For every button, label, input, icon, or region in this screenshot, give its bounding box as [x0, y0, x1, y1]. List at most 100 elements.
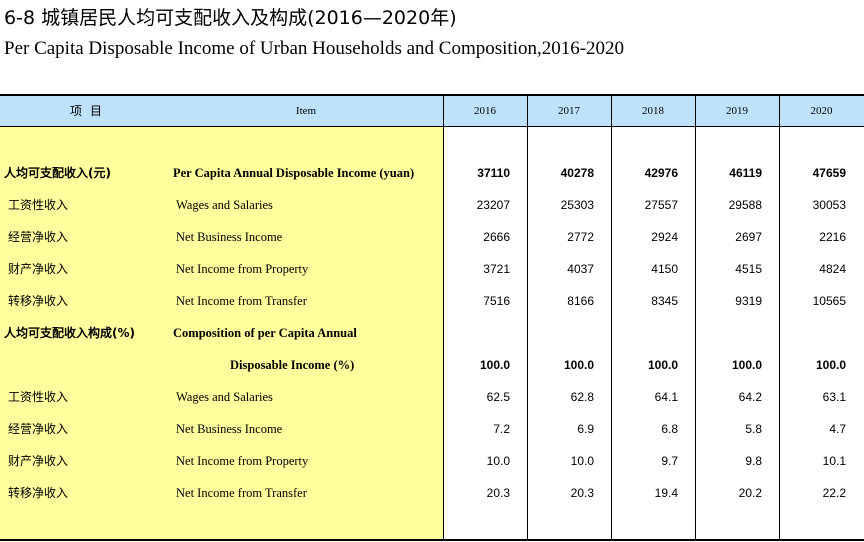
table-cell: 19.4 [654, 486, 678, 500]
row-label-chinese: 人均可支配收入(元) [4, 166, 111, 180]
row-label-english: Wages and Salaries [176, 198, 273, 212]
table-cell: 7516 [483, 294, 510, 308]
table-cell: 8166 [567, 294, 594, 308]
table-row-transfer-income: 转移净收入 Net Income from Transfer 7516 8166… [0, 285, 864, 317]
table-cell: 4150 [651, 262, 678, 276]
table-cell: 46119 [729, 166, 762, 180]
table-cell: 64.1 [654, 390, 678, 404]
row-label-chinese: 人均可支配收入构成(%) [4, 326, 135, 340]
table-row-disposable-income: 人均可支配收入(元) Per Capita Annual Disposable … [0, 157, 864, 189]
row-label-english: Net Income from Property [176, 262, 309, 276]
row-label-english: Net Business Income [176, 230, 283, 244]
row-label-english: Net Business Income [176, 422, 283, 436]
row-label-english: Per Capita Annual Disposable Income (yua… [173, 166, 415, 180]
table-title-chinese: 6-8 城镇居民人均可支配收入及构成(2016—2020年) [4, 7, 457, 29]
row-label-chinese: 转移净收入 [8, 294, 69, 308]
row-label-english: Wages and Salaries [176, 390, 273, 404]
table-cell: 27557 [644, 198, 678, 212]
table-row-property-share: 财产净收入 Net Income from Property 10.0 10.0… [0, 445, 864, 477]
table-cell: 10.0 [570, 454, 594, 468]
table-cell: 23207 [476, 198, 510, 212]
table-row-composition-heading: 人均可支配收入构成(%) Composition of per Capita A… [0, 317, 864, 349]
table-cell: 100.0 [731, 358, 762, 372]
column-divider [443, 96, 444, 539]
table-row-business-share: 经营净收入 Net Business Income 7.2 6.9 6.8 5.… [0, 413, 864, 445]
row-label-chinese: 工资性收入 [8, 390, 69, 404]
table-cell: 62.8 [570, 390, 594, 404]
column-divider [779, 96, 780, 539]
table-cell: 64.2 [738, 390, 762, 404]
table-top-rule [0, 94, 864, 96]
row-label-english: Disposable Income (%) [230, 358, 355, 372]
table-cell: 8345 [651, 294, 678, 308]
table-cell: 20.3 [486, 486, 510, 500]
header-year-2020: 2020 [810, 105, 833, 117]
table-cell: 6.9 [577, 422, 594, 436]
table-cell: 42976 [644, 166, 678, 180]
table-cell: 4.7 [829, 422, 846, 436]
row-label-chinese: 经营净收入 [8, 422, 69, 436]
table-cell: 22.2 [822, 486, 846, 500]
header-year-2019: 2019 [726, 105, 748, 117]
table-cell: 29588 [728, 198, 762, 212]
row-label-english: Net Income from Transfer [176, 294, 307, 308]
table-row-property-income: 财产净收入 Net Income from Property 3721 4037… [0, 253, 864, 285]
row-label-chinese: 工资性收入 [8, 198, 69, 212]
table-cell: 10.0 [486, 454, 510, 468]
table-cell: 3721 [483, 262, 510, 276]
table-cell: 20.2 [738, 486, 762, 500]
table-cell: 47659 [812, 166, 846, 180]
table-cell: 2666 [483, 230, 510, 244]
row-label-chinese: 转移净收入 [8, 486, 69, 500]
table-cell: 6.8 [661, 422, 678, 436]
table-row-transfer-share: 转移净收入 Net Income from Transfer 20.3 20.3… [0, 477, 864, 509]
table-cell: 100.0 [479, 358, 510, 372]
table-cell: 2697 [735, 230, 762, 244]
table-cell: 2216 [819, 230, 846, 244]
row-label-english: Net Income from Property [176, 454, 309, 468]
header-item-chinese: 项目 [69, 104, 110, 118]
header-year-2016: 2016 [474, 105, 496, 117]
table-cell: 4037 [567, 262, 594, 276]
row-label-chinese: 经营净收入 [8, 230, 69, 244]
table-row-business-income: 经营净收入 Net Business Income 2666 2772 2924… [0, 221, 864, 253]
table-cell: 100.0 [563, 358, 594, 372]
table-cell: 2772 [567, 230, 594, 244]
table-cell: 100.0 [815, 358, 846, 372]
header-year-2017: 2017 [558, 105, 580, 117]
table-cell: 37110 [477, 166, 510, 180]
table-cell: 9319 [735, 294, 762, 308]
column-divider [527, 96, 528, 539]
table-cell: 30053 [812, 198, 846, 212]
row-label-chinese: 财产净收入 [8, 262, 69, 276]
table-cell: 20.3 [570, 486, 594, 500]
table-header-band [0, 96, 864, 127]
row-label-english: Composition of per Capita Annual [173, 326, 357, 340]
table-cell: 100.0 [647, 358, 678, 372]
header-year-2018: 2018 [642, 105, 664, 117]
table-cell: 25303 [560, 198, 594, 212]
table-cell: 2924 [651, 230, 678, 244]
table-cell: 10.1 [822, 454, 846, 468]
table-cell: 9.7 [661, 454, 678, 468]
table-cell: 10565 [812, 294, 846, 308]
table-cell: 40278 [560, 166, 594, 180]
table-cell: 4515 [735, 262, 762, 276]
row-label-english: Net Income from Transfer [176, 486, 307, 500]
table-cell: 4824 [819, 262, 846, 276]
row-label-chinese: 财产净收入 [8, 454, 69, 468]
table-title-english: Per Capita Disposable Income of Urban Ho… [4, 38, 625, 59]
table-cell: 62.5 [486, 390, 510, 404]
table-row-wages-share: 工资性收入 Wages and Salaries 62.5 62.8 64.1 … [0, 381, 864, 413]
column-divider [611, 96, 612, 539]
table-cell: 9.8 [745, 454, 762, 468]
table-row-wages: 工资性收入 Wages and Salaries 23207 25303 275… [0, 189, 864, 221]
column-divider [695, 96, 696, 539]
table-cell: 63.1 [822, 390, 846, 404]
table-row-composition-total: Disposable Income (%) 100.0 100.0 100.0 … [0, 349, 864, 381]
table-cell: 5.8 [745, 422, 762, 436]
table-bottom-rule [0, 539, 864, 541]
item-column-highlight [0, 127, 443, 539]
header-item-english: Item [295, 105, 317, 117]
table-cell: 7.2 [493, 422, 510, 436]
